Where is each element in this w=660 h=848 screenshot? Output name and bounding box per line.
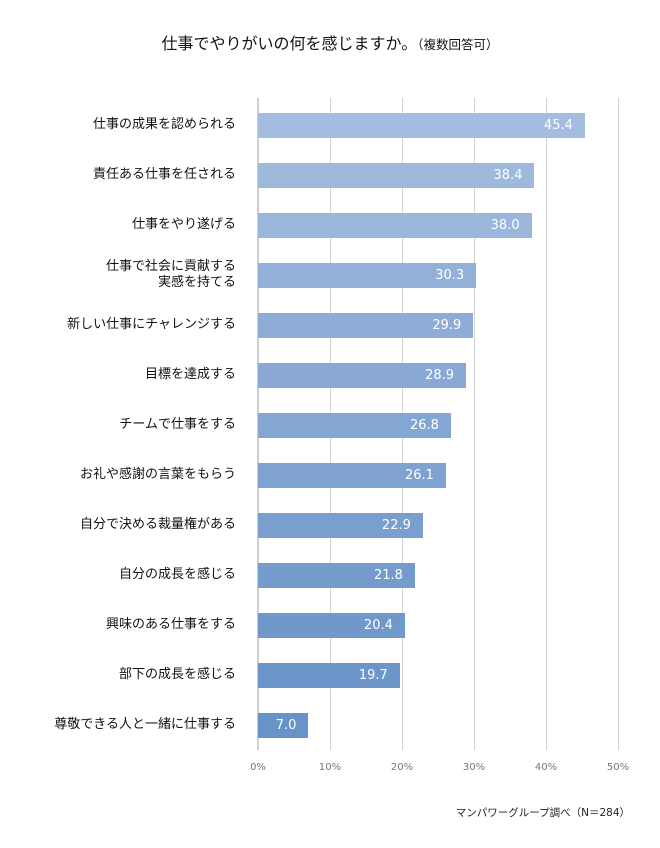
bar: 26.1 (258, 463, 446, 488)
bar: 22.9 (258, 513, 423, 538)
bar: 45.4 (258, 113, 585, 138)
bar-value-label: 22.9 (381, 518, 411, 533)
bar-value-label: 45.4 (543, 118, 573, 133)
bar: 19.7 (258, 663, 400, 688)
x-tick-label: 50% (606, 762, 630, 773)
chart-title-main: 仕事でやりがいの何を感じますか。 (161, 34, 418, 53)
category-label: 責任ある仕事を任される (92, 167, 236, 182)
category-label: 自分で決める裁量権がある (79, 517, 236, 532)
x-tick-label: 10% (318, 762, 342, 773)
chart-title: 仕事でやりがいの何を感じますか。（複数回答可） (0, 30, 660, 54)
bar: 21.8 (258, 563, 415, 588)
source-note: マンパワーグループ調べ（N＝284） (455, 807, 630, 819)
bar: 28.9 (258, 363, 467, 388)
bar-value-label: 19.7 (358, 668, 388, 683)
bar-value-label: 20.4 (363, 618, 393, 633)
bar-value-label: 26.8 (410, 418, 439, 433)
bar: 20.4 (258, 613, 405, 638)
category-label: 自分の成長を感じる (118, 567, 236, 582)
x-tick-label: 30% (462, 762, 486, 773)
gridline (618, 98, 619, 750)
category-label-line1: 仕事で社会に貢献する (105, 259, 236, 274)
gridline (474, 98, 475, 750)
category-label: お礼や感謝の言葉をもらう (79, 467, 236, 482)
bar: 38.0 (258, 213, 532, 238)
category-label: 尊敬できる人と一緒に仕事する (54, 717, 236, 732)
bar: 29.9 (258, 313, 474, 338)
bar-value-label: 29.9 (432, 318, 462, 333)
bar-value-label: 21.8 (374, 568, 403, 583)
gridline (546, 98, 547, 750)
bar-value-label: 7.0 (275, 718, 297, 733)
bar: 30.3 (258, 263, 477, 288)
category-label: 部下の成長を感じる (118, 667, 236, 682)
bar-value-label: 28.9 (425, 368, 455, 383)
category-label: チームで仕事をする (119, 417, 236, 432)
chart-title-sub: （複数回答可） (417, 37, 499, 52)
bar-value-label: 26.1 (404, 468, 434, 483)
x-tick-label: 0% (250, 762, 266, 773)
category-label: 仕事の成果を認められる (92, 117, 236, 132)
bar-value-label: 38.4 (493, 168, 523, 183)
bar: 7.0 (258, 713, 309, 738)
bar-value-label: 38.0 (490, 218, 520, 233)
x-tick-label: 40% (534, 762, 558, 773)
category-label: 仕事をやり遂げる (131, 217, 236, 232)
bar-value-label: 30.3 (435, 268, 465, 283)
category-label: 新しい仕事にチャレンジする (67, 317, 236, 332)
bar: 26.8 (258, 413, 451, 438)
category-label-line2: 実感を持てる (157, 275, 236, 290)
category-label: 興味のある仕事をする (105, 617, 236, 632)
category-label: 仕事で社会に貢献する 実感を持てる (106, 259, 236, 291)
x-tick-label: 20% (390, 762, 414, 773)
bar: 38.4 (258, 163, 535, 188)
category-label: 目標を達成する (144, 367, 236, 382)
